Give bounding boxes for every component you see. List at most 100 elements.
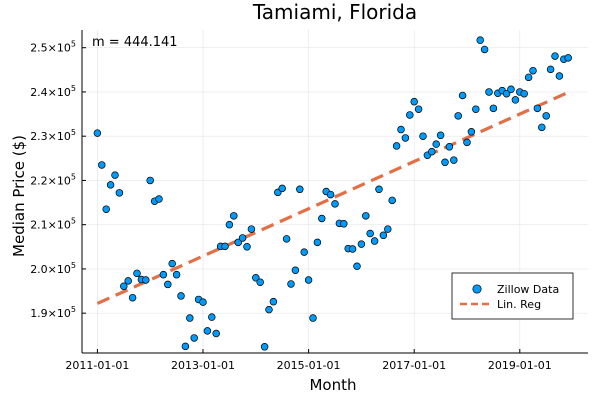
data-point [388,196,396,205]
data-point [106,181,115,189]
data-point [366,229,374,238]
data-point [304,276,313,284]
data-point [507,85,515,94]
data-point [181,342,190,351]
data-point [164,280,172,289]
x-ticks: 2011-01-01 2013-01-01 2015-01-01 2017-01-01… [65,349,552,372]
data-point [93,129,102,137]
legend-box [451,272,574,320]
data-point [533,104,542,113]
grid [82,30,588,353]
data-point [186,314,194,322]
data-point [326,190,335,199]
x-tick-label: 2013-01-01 [171,359,235,372]
data-point [370,237,379,245]
data-point [340,220,348,228]
data-point [436,131,445,140]
data-point [450,156,458,164]
data-point [546,65,555,74]
data-point [133,269,141,278]
data-point [199,298,207,306]
data-point [177,292,185,300]
data-point [234,238,242,247]
data-point [489,104,498,113]
data-point [318,214,326,223]
x-axis-label: Month [309,376,356,394]
data-point [524,73,533,82]
data-point [454,112,462,120]
data-point [441,158,449,167]
axes [81,30,588,354]
y-tick-label: 2.2×105 [30,172,76,187]
data-point [564,54,572,62]
chart-title: Tamiami, Florida [252,0,417,24]
data-point [260,343,269,351]
data-point [472,105,480,113]
data-point [120,282,128,290]
data-point [467,128,476,136]
data-point [243,243,251,251]
data-point [348,245,357,253]
data-point [247,225,256,233]
data-point [432,140,440,148]
data-point [300,248,308,256]
data-point [362,212,370,220]
data-point [485,88,493,96]
data-point [172,270,181,279]
y-tick-label: 2.4×105 [30,84,76,99]
y-tick-label: 2.5×105 [30,40,76,55]
data-point [221,242,229,251]
data-point [551,52,559,60]
data-point [124,277,132,285]
legend: Zillow Data Lin. Reg [451,272,574,320]
data-point [384,225,392,233]
data-point [357,240,366,248]
x-tick-label: 2017-01-01 [382,359,446,372]
data-point [155,195,163,203]
data-point [410,97,418,106]
regression-line [96,90,569,305]
data-point [269,297,278,306]
data-point [397,125,405,134]
data-point [128,293,137,302]
data-point [225,220,234,229]
data-point [476,36,484,44]
data-point [555,72,564,80]
data-point [238,234,247,242]
data-point [458,91,467,100]
y-ticks: 1.9×105 2.0×105 2.1×105 2.2×105 2.3×105 2.4×1… [30,40,86,320]
data-point [282,235,291,243]
data-point [111,171,119,179]
y-tick-label: 2.1×105 [30,217,76,232]
data-point [212,329,220,338]
regression-line-path [96,90,569,305]
data-point [401,134,410,142]
data-point [142,276,150,284]
data-point [406,111,414,119]
data-point [309,314,317,322]
data-point [529,66,537,75]
data-point [520,89,528,98]
data-point [252,274,260,282]
data-point [278,184,286,193]
scatter-points [93,36,572,351]
data-point [502,89,511,98]
data-point [203,327,212,335]
data-point [168,259,176,268]
data-point [538,123,546,132]
data-point [159,270,168,279]
data-point [379,231,388,240]
data-point [428,147,436,156]
data-point [146,176,154,185]
data-point [256,278,264,286]
legend-marker-zillow [472,284,482,294]
data-point [353,262,361,271]
y-axis-label: Median Price ($) [10,135,28,257]
data-point [291,266,300,275]
data-point [190,334,198,342]
data-point [208,313,216,321]
x-tick-label: 2011-01-01 [65,359,129,372]
data-point [115,189,124,197]
data-point [230,212,238,220]
